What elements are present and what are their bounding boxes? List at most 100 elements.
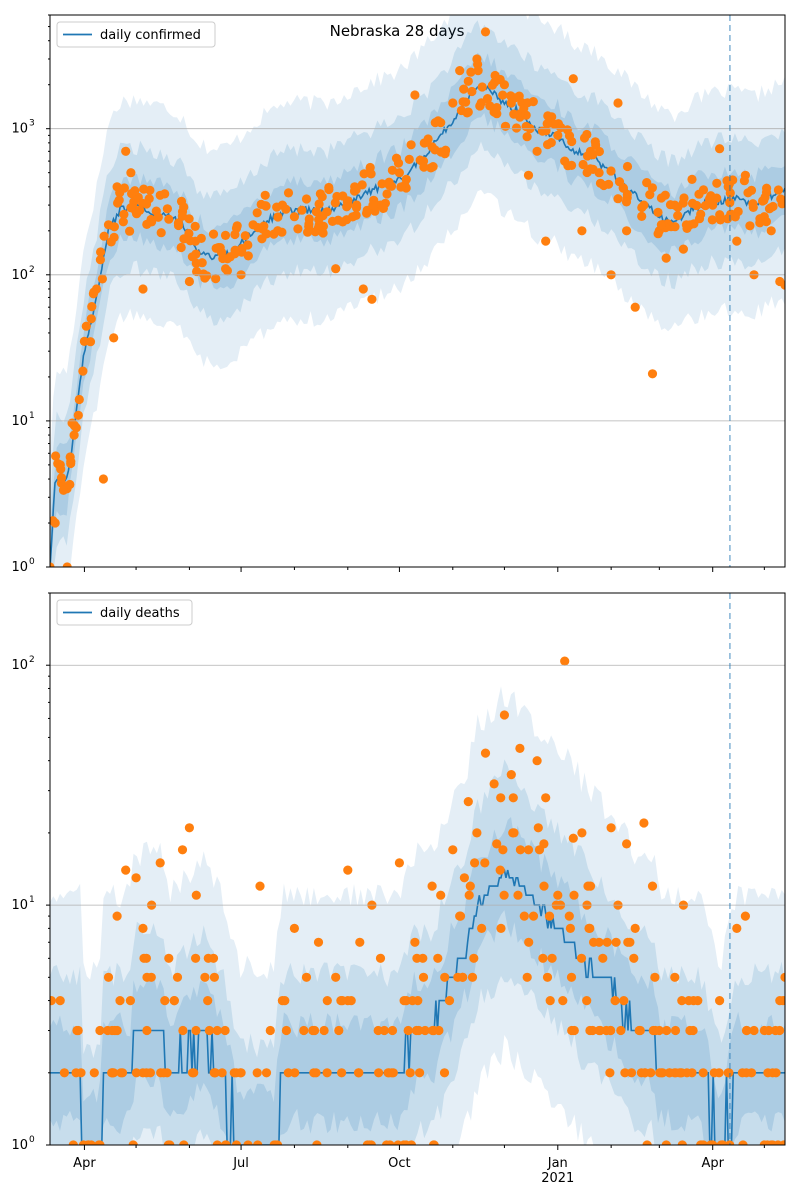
data-point — [388, 1068, 398, 1078]
data-point — [639, 818, 649, 828]
data-point — [357, 180, 367, 190]
data-point — [209, 1068, 219, 1078]
data-point — [778, 996, 785, 1006]
data-point — [660, 190, 670, 200]
data-point — [97, 274, 107, 284]
data-point — [289, 212, 299, 222]
data-point — [331, 972, 341, 982]
data-point — [656, 220, 667, 230]
data-point — [208, 229, 219, 239]
y-tick-label: 10 — [11, 268, 28, 283]
y-tick-label: 10 — [11, 898, 28, 913]
data-point — [499, 890, 509, 900]
data-point — [196, 233, 206, 243]
data-point — [145, 1068, 155, 1078]
data-point — [142, 972, 152, 982]
y-tick-exponent: 0 — [29, 1135, 35, 1145]
data-point — [428, 162, 438, 172]
data-point — [86, 314, 96, 324]
y-tick-label: 10 — [11, 560, 28, 575]
data-point — [281, 204, 291, 214]
data-point — [139, 953, 149, 963]
data-point — [469, 953, 479, 963]
data-point — [107, 1025, 117, 1036]
data-point — [542, 972, 553, 982]
data-point — [59, 1068, 69, 1078]
data-point — [192, 266, 202, 277]
data-point — [310, 227, 320, 237]
data-point — [616, 1025, 626, 1036]
data-point — [420, 1025, 430, 1036]
data-point — [594, 1025, 604, 1036]
data-point — [588, 1025, 598, 1036]
band-middle — [50, 20, 785, 567]
data-point — [155, 858, 165, 868]
data-point — [508, 793, 518, 803]
x-tick-label: Apr — [701, 1156, 724, 1171]
data-point — [519, 911, 529, 921]
data-point — [184, 823, 194, 833]
data-point — [73, 410, 83, 420]
legend-box — [56, 599, 193, 626]
data-point — [74, 394, 84, 405]
data-point — [107, 1068, 117, 1078]
data-point — [653, 229, 663, 239]
data-point — [457, 972, 468, 982]
data-point — [546, 138, 556, 148]
data-point — [78, 366, 88, 376]
data-point — [303, 227, 313, 237]
data-point — [277, 227, 287, 237]
data-point — [69, 430, 79, 440]
data-point — [541, 126, 551, 136]
data-point — [87, 302, 97, 312]
data-point — [384, 180, 394, 190]
data-point — [89, 287, 99, 297]
data-point — [606, 823, 616, 833]
data-point — [83, 1140, 93, 1145]
data-point — [477, 82, 487, 92]
data-point — [506, 770, 516, 780]
data-point — [722, 214, 733, 224]
data-point — [759, 1025, 770, 1036]
y-tick-label: 10 — [11, 658, 28, 673]
y-tick-label: 10 — [11, 1138, 28, 1153]
data-point — [715, 144, 725, 154]
data-point — [96, 247, 106, 257]
data-point — [661, 253, 671, 263]
data-point — [522, 98, 533, 108]
data-point — [404, 154, 414, 164]
data-point — [71, 1068, 81, 1078]
data-point — [313, 937, 324, 947]
data-point — [465, 881, 475, 891]
data-point — [394, 858, 404, 868]
data-point — [132, 209, 142, 219]
data-point — [418, 972, 429, 982]
data-point — [647, 183, 658, 193]
data-point — [487, 80, 497, 90]
data-point — [500, 121, 511, 131]
data-point — [394, 168, 404, 178]
data-point — [399, 996, 409, 1006]
data-point — [261, 229, 272, 239]
data-point — [355, 937, 365, 947]
data-point — [622, 839, 632, 849]
data-point — [368, 200, 378, 210]
data-point — [138, 1068, 148, 1078]
data-point — [745, 221, 755, 231]
data-point — [187, 1068, 198, 1078]
data-point — [679, 193, 689, 203]
data-point — [377, 179, 387, 189]
data-point — [391, 153, 402, 163]
data-point — [740, 911, 751, 921]
data-point — [125, 226, 135, 236]
y-tick-label: 10 — [11, 414, 28, 429]
data-point — [541, 793, 551, 803]
data-point — [114, 195, 124, 205]
data-point — [153, 212, 163, 222]
data-point — [343, 865, 353, 875]
data-point — [185, 236, 195, 246]
data-point — [626, 1068, 637, 1078]
data-point — [565, 923, 576, 934]
data-point — [698, 1140, 708, 1145]
